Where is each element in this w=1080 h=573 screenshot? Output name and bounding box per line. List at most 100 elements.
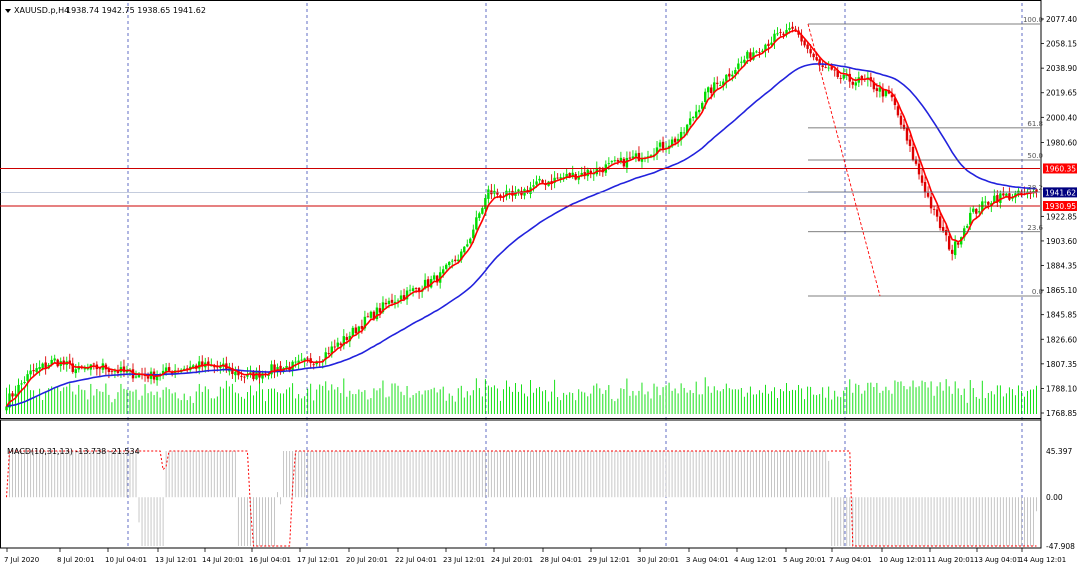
candle[interactable] — [839, 74, 842, 84]
candle[interactable] — [354, 324, 358, 335]
candle[interactable] — [333, 339, 336, 351]
candle[interactable] — [613, 156, 617, 163]
candle[interactable] — [911, 140, 915, 162]
candle[interactable] — [83, 365, 87, 373]
candle[interactable] — [478, 211, 481, 221]
candle[interactable] — [755, 50, 758, 54]
candle[interactable] — [655, 140, 659, 161]
candle[interactable] — [324, 347, 327, 365]
candle[interactable] — [800, 29, 803, 46]
candle[interactable] — [243, 375, 246, 384]
candle[interactable] — [899, 112, 903, 130]
symbol-dropdown-icon[interactable] — [5, 9, 11, 13]
candle[interactable] — [773, 29, 776, 50]
candle[interactable] — [297, 354, 300, 370]
candle[interactable] — [342, 329, 346, 350]
candle[interactable] — [782, 31, 785, 39]
candle[interactable] — [1008, 187, 1011, 201]
candle[interactable] — [803, 39, 806, 48]
candle[interactable] — [812, 52, 815, 61]
candle[interactable] — [330, 341, 333, 358]
candle[interactable] — [935, 207, 939, 222]
candle[interactable] — [719, 81, 722, 87]
candle[interactable] — [725, 74, 728, 89]
candle[interactable] — [300, 352, 303, 362]
candle[interactable] — [5, 401, 8, 412]
candle[interactable] — [767, 39, 770, 53]
candle[interactable] — [550, 174, 553, 190]
candle[interactable] — [610, 160, 614, 165]
candle[interactable] — [246, 367, 249, 380]
candle[interactable] — [851, 79, 854, 89]
candle[interactable] — [836, 66, 839, 79]
candle[interactable] — [806, 42, 809, 54]
candle[interactable] — [11, 391, 14, 399]
candle[interactable] — [722, 78, 725, 91]
candle[interactable] — [201, 355, 204, 372]
candle[interactable] — [538, 175, 541, 184]
candle[interactable] — [44, 356, 47, 375]
candle[interactable] — [920, 169, 924, 186]
candle[interactable] — [996, 190, 999, 207]
candle[interactable] — [273, 359, 276, 379]
candle[interactable] — [559, 173, 562, 183]
candle[interactable] — [770, 36, 773, 47]
candle[interactable] — [378, 302, 382, 318]
candle[interactable] — [713, 77, 716, 98]
candle[interactable] — [914, 156, 918, 166]
candle[interactable] — [20, 380, 23, 391]
candle[interactable] — [399, 290, 403, 304]
candle[interactable] — [466, 239, 469, 248]
candle[interactable] — [556, 173, 559, 180]
candle[interactable] — [902, 118, 906, 131]
candle[interactable] — [953, 235, 957, 259]
candle[interactable] — [917, 159, 921, 180]
candle[interactable] — [728, 68, 731, 81]
candle[interactable] — [577, 171, 580, 185]
candle[interactable] — [966, 223, 969, 229]
candle[interactable] — [429, 275, 433, 289]
candle[interactable] — [987, 201, 990, 210]
candle[interactable] — [445, 263, 448, 271]
candle[interactable] — [688, 111, 692, 130]
candle[interactable] — [336, 337, 339, 348]
candle[interactable] — [161, 364, 165, 380]
candle[interactable] — [327, 346, 330, 356]
candle[interactable] — [694, 104, 698, 119]
candle[interactable] — [98, 367, 102, 376]
candle[interactable] — [487, 185, 490, 204]
candle[interactable] — [460, 248, 463, 263]
candle[interactable] — [682, 127, 686, 137]
candle[interactable] — [929, 190, 933, 214]
candle[interactable] — [29, 364, 32, 381]
candle[interactable] — [231, 362, 234, 380]
candle[interactable] — [393, 294, 397, 309]
candle[interactable] — [565, 168, 568, 180]
candle[interactable] — [261, 370, 264, 384]
candle[interactable] — [950, 244, 954, 261]
candle[interactable] — [776, 27, 779, 36]
candle[interactable] — [270, 360, 273, 379]
candle[interactable] — [369, 310, 373, 319]
candle[interactable] — [384, 298, 388, 308]
candle[interactable] — [761, 48, 764, 53]
candle[interactable] — [469, 237, 472, 245]
candle[interactable] — [435, 274, 439, 286]
candle[interactable] — [562, 172, 565, 182]
candle[interactable] — [448, 261, 451, 268]
candle[interactable] — [375, 302, 379, 322]
candle[interactable] — [408, 284, 412, 295]
candle[interactable] — [351, 325, 355, 338]
candle[interactable] — [676, 133, 680, 147]
candle[interactable] — [972, 205, 975, 214]
candle[interactable] — [848, 67, 851, 88]
candle[interactable] — [716, 76, 719, 90]
candle[interactable] — [640, 152, 644, 168]
candle[interactable] — [279, 361, 282, 375]
candle[interactable] — [944, 223, 948, 242]
candle[interactable] — [938, 211, 942, 231]
candle[interactable] — [691, 116, 695, 122]
candle[interactable] — [35, 362, 38, 374]
